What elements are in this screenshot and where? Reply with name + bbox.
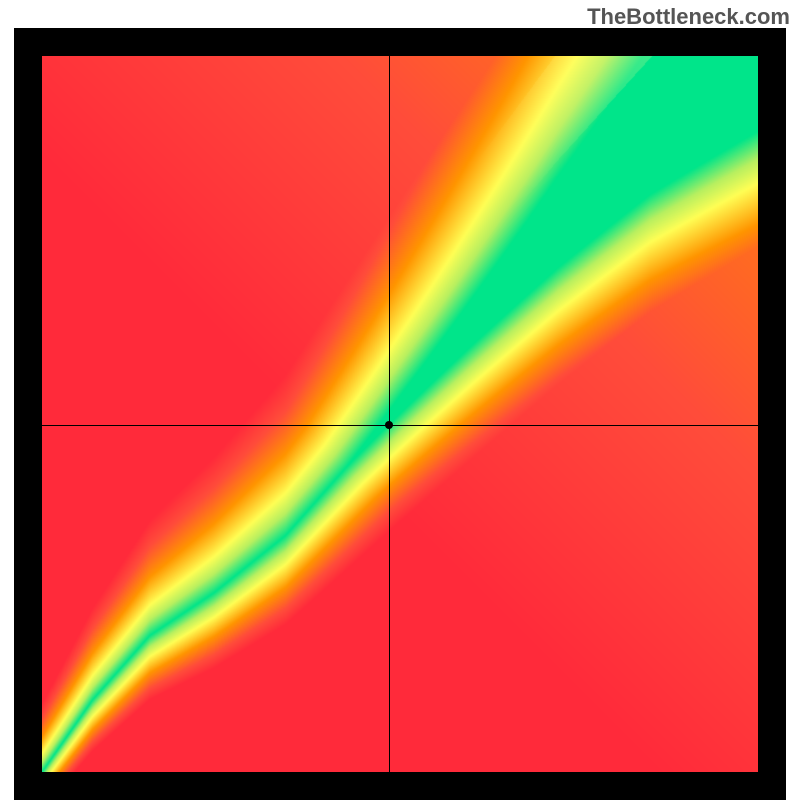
attribution-text: TheBottleneck.com (587, 4, 790, 30)
plot-outer-frame (14, 28, 786, 800)
crosshair-vertical (389, 56, 390, 772)
crosshair-horizontal (42, 425, 758, 426)
plot-area (42, 56, 758, 772)
heatmap-canvas (42, 56, 758, 772)
figure-container: TheBottleneck.com (0, 0, 800, 800)
crosshair-marker (385, 421, 393, 429)
